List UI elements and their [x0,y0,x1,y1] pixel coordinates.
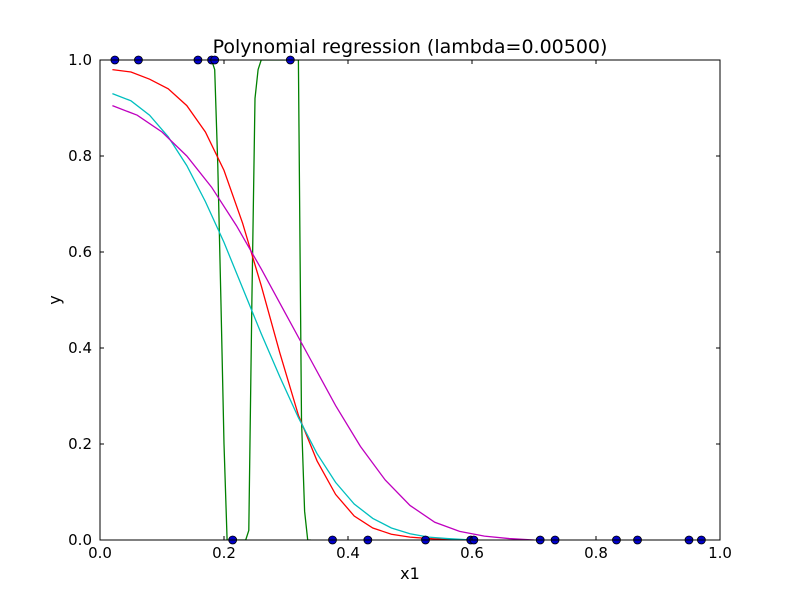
y-tick-label: 1.0 [68,51,92,69]
x-tick-label: 0.8 [584,544,608,562]
series-line-2 [112,68,473,540]
x-axis-label: x1 [400,564,420,583]
series-line-3 [112,92,473,540]
x-tick-label: 0.0 [88,544,112,562]
series-line-4 [112,104,535,540]
y-tick-label: 0.0 [68,531,92,549]
y-tick-label: 0.6 [68,243,92,261]
x-tick-label: 0.6 [460,544,484,562]
plot-area [110,55,706,545]
y-tick-label: 0.2 [68,435,92,453]
x-tick-label: 1.0 [708,544,732,562]
x-tick-label: 0.2 [212,544,236,562]
axis-ticks: 0.0 0.2 0.4 0.6 0.8 1.0 0.0 0.2 0.4 0.6 0.8 1.0 [68,51,732,562]
plot-frame [99,59,721,541]
chart-title: Polynomial regression (lambda=0.00500) [213,36,608,58]
x-tick-label: 0.4 [336,544,360,562]
series-line-1 [210,60,311,540]
y-tick-label: 0.4 [68,339,92,357]
y-tick-label: 0.8 [68,147,92,165]
y-axis-label: y [45,295,64,304]
